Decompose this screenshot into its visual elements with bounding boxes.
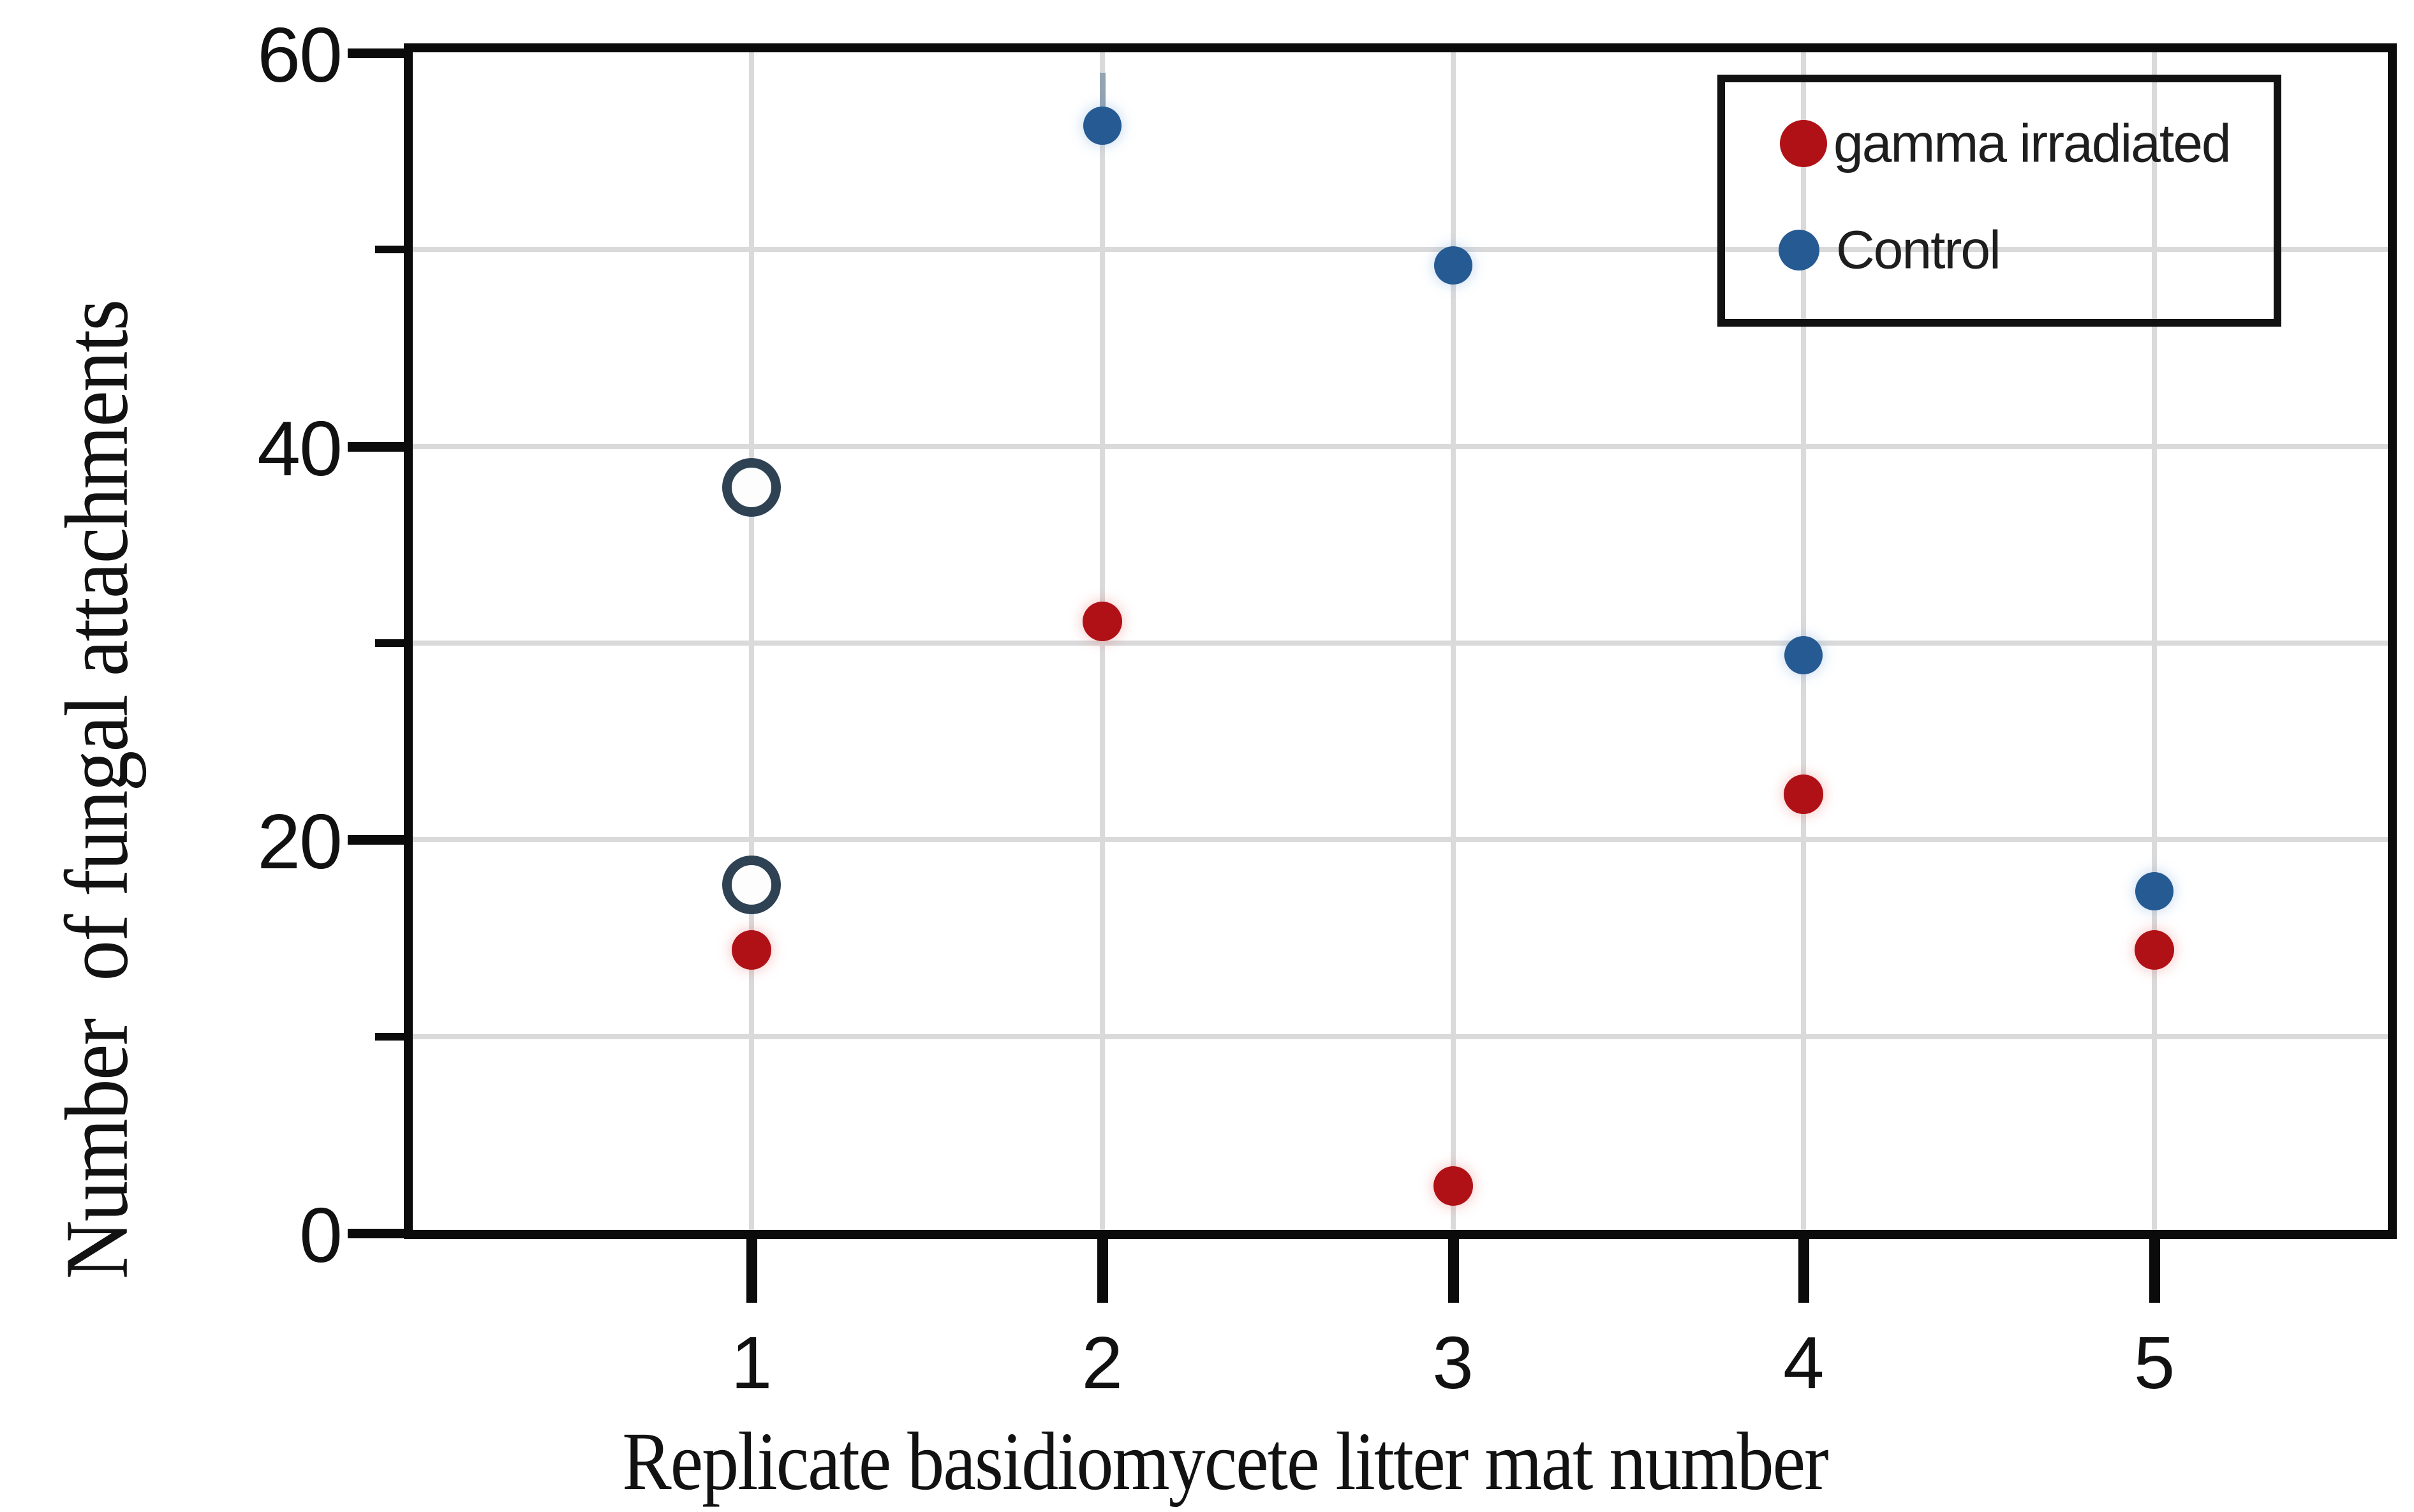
horizontal-gridline — [413, 443, 2388, 449]
error-bar-whisker — [1099, 72, 1106, 126]
data-point — [1083, 107, 1122, 145]
x-axis-title: Replicate basidiomycete litter mat numbe… — [622, 1416, 1828, 1508]
horizontal-gridline — [413, 837, 2388, 843]
x-axis-tick — [1097, 1239, 1108, 1303]
y-axis-major-tick — [348, 441, 404, 452]
x-axis-tick — [1448, 1239, 1459, 1303]
x-axis-tick-label: 3 — [1432, 1321, 1474, 1404]
x-axis-tick-label: 4 — [1782, 1321, 1825, 1404]
y-axis-minor-tick — [375, 1032, 404, 1041]
data-point — [1433, 246, 1472, 285]
y-axis-tick-label: 0 — [299, 1192, 343, 1279]
legend: gamma irradiated Control — [1717, 75, 2281, 327]
data-point — [1433, 1166, 1473, 1206]
y-axis-tick-label: 40 — [257, 404, 343, 492]
y-axis-minor-tick — [375, 639, 404, 647]
x-axis-tick — [2149, 1239, 2160, 1303]
legend-marker-gamma-irradiated — [1780, 120, 1827, 167]
y-axis-title: Number of fungal attachments — [47, 300, 147, 1280]
horizontal-gridline — [413, 1034, 2388, 1039]
data-point — [1784, 635, 1823, 674]
data-point — [1082, 602, 1122, 642]
y-axis-major-tick — [348, 835, 404, 845]
x-axis-tick-label: 1 — [730, 1321, 773, 1404]
horizontal-gridline — [413, 247, 2388, 253]
data-point-open — [722, 856, 781, 915]
data-point — [732, 930, 771, 970]
y-axis-tick-label: 60 — [257, 11, 343, 98]
horizontal-gridline — [413, 641, 2388, 646]
legend-label-control: Control — [1836, 219, 2001, 280]
data-point — [2135, 930, 2174, 970]
x-axis-tick-label: 2 — [1081, 1321, 1123, 1404]
plot-area — [404, 43, 2397, 1239]
y-axis-major-tick — [348, 48, 404, 58]
data-point — [2135, 871, 2173, 910]
y-axis-tick-label: 20 — [257, 798, 343, 886]
data-point — [1784, 775, 1824, 815]
legend-label-gamma-irradiated: gamma irradiated — [1833, 113, 2232, 174]
x-axis-tick-label: 5 — [2133, 1321, 2175, 1404]
y-axis-minor-tick — [375, 246, 404, 254]
x-axis-tick — [1798, 1239, 1810, 1303]
data-point-open — [722, 458, 781, 517]
x-axis-tick — [746, 1239, 757, 1303]
y-axis-major-tick — [348, 1229, 404, 1238]
legend-marker-control — [1779, 230, 1819, 271]
